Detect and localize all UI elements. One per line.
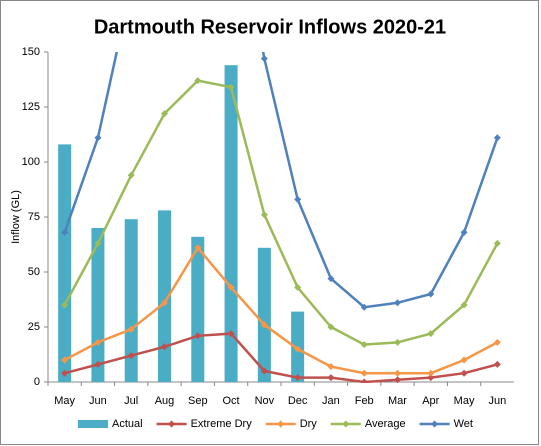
y-tick-label: 50: [28, 266, 40, 278]
x-tick-label: May: [454, 395, 475, 407]
marker: [394, 369, 401, 377]
marker: [127, 352, 135, 360]
marker: [460, 301, 468, 309]
marker: [394, 299, 401, 307]
marker: [427, 369, 435, 377]
marker: [327, 323, 335, 331]
x-tick-label: Apr: [422, 395, 439, 407]
marker: [460, 356, 468, 364]
marker: [61, 369, 69, 377]
marker: [61, 356, 69, 364]
marker: [427, 330, 435, 338]
marker: [61, 228, 69, 236]
legend-marker: [431, 420, 439, 428]
x-tick-label: Dec: [288, 395, 308, 407]
x-tick-label: Aug: [155, 395, 175, 407]
marker: [460, 228, 468, 236]
marker: [360, 303, 368, 311]
marker: [327, 374, 335, 382]
y-tick-label: 150: [22, 46, 40, 58]
marker: [194, 332, 202, 340]
legend-label: Extreme Dry: [191, 418, 253, 430]
bar: [257, 247, 271, 382]
legend-swatch: [78, 420, 108, 428]
marker: [493, 360, 501, 368]
marker: [260, 55, 268, 63]
x-tick-label: Feb: [355, 395, 374, 407]
legend: Actual Extreme Dry Dry Average Wet: [78, 418, 473, 430]
x-tick-label: Jan: [322, 395, 340, 407]
marker: [460, 369, 468, 377]
marker: [161, 343, 168, 351]
chart-title: Dartmouth Reservoir Inflows 2020-21: [94, 16, 446, 38]
legend-label: Dry: [300, 418, 318, 430]
legend-marker: [342, 420, 350, 428]
bar: [158, 210, 171, 382]
y-tick-label: 0: [34, 376, 40, 388]
x-tick-label: Jun: [488, 395, 506, 407]
marker: [260, 211, 268, 219]
legend-marker: [277, 420, 285, 428]
x-tick-label: Sep: [188, 395, 208, 407]
marker: [194, 77, 202, 85]
y-tick-label: 125: [22, 101, 40, 113]
marker: [493, 239, 501, 247]
x-tick-label: Nov: [255, 395, 275, 407]
legend-label: Actual: [112, 418, 143, 430]
x-tick-label: Jun: [89, 395, 107, 407]
marker: [227, 283, 235, 291]
bar: [124, 219, 138, 382]
marker: [94, 239, 102, 247]
marker: [227, 83, 235, 91]
plot-area: [58, 52, 501, 383]
marker: [227, 330, 235, 338]
y-axis-label: Inflow (GL): [10, 190, 22, 244]
marker: [427, 290, 435, 298]
marker: [493, 338, 501, 346]
legend-marker: [168, 420, 176, 428]
bar: [224, 65, 238, 382]
marker: [94, 134, 102, 142]
marker: [427, 374, 435, 382]
marker: [327, 363, 335, 371]
x-tick-label: Mar: [388, 395, 407, 407]
line: [63, 52, 499, 309]
marker: [194, 244, 202, 252]
marker: [94, 360, 102, 368]
y-tick-label: 100: [22, 156, 40, 168]
legend-label: Average: [365, 418, 406, 430]
bar: [58, 144, 72, 382]
marker: [161, 110, 168, 118]
marker: [61, 301, 69, 309]
marker: [294, 283, 302, 291]
marker: [161, 299, 168, 307]
line: [63, 79, 499, 346]
marker: [260, 321, 268, 329]
x-tick-label: Jul: [124, 395, 138, 407]
marker: [294, 345, 302, 353]
marker: [327, 275, 335, 283]
marker: [127, 325, 135, 333]
marker: [360, 378, 368, 383]
marker: [294, 195, 302, 203]
x-tick-label: Oct: [223, 395, 240, 407]
marker: [94, 338, 102, 346]
marker: [360, 369, 368, 377]
marker: [260, 367, 268, 375]
y-tick-label: 75: [28, 211, 40, 223]
marker: [394, 338, 401, 346]
marker: [294, 374, 302, 382]
line: [64, 332, 498, 383]
y-tick-label: 25: [28, 321, 40, 333]
marker: [360, 341, 368, 349]
marker: [493, 134, 501, 142]
bar: [191, 236, 205, 382]
marker: [394, 376, 401, 383]
marker: [127, 171, 135, 179]
legend-label: Wet: [454, 418, 473, 430]
x-tick-label: May: [54, 395, 75, 407]
line: [64, 245, 498, 375]
